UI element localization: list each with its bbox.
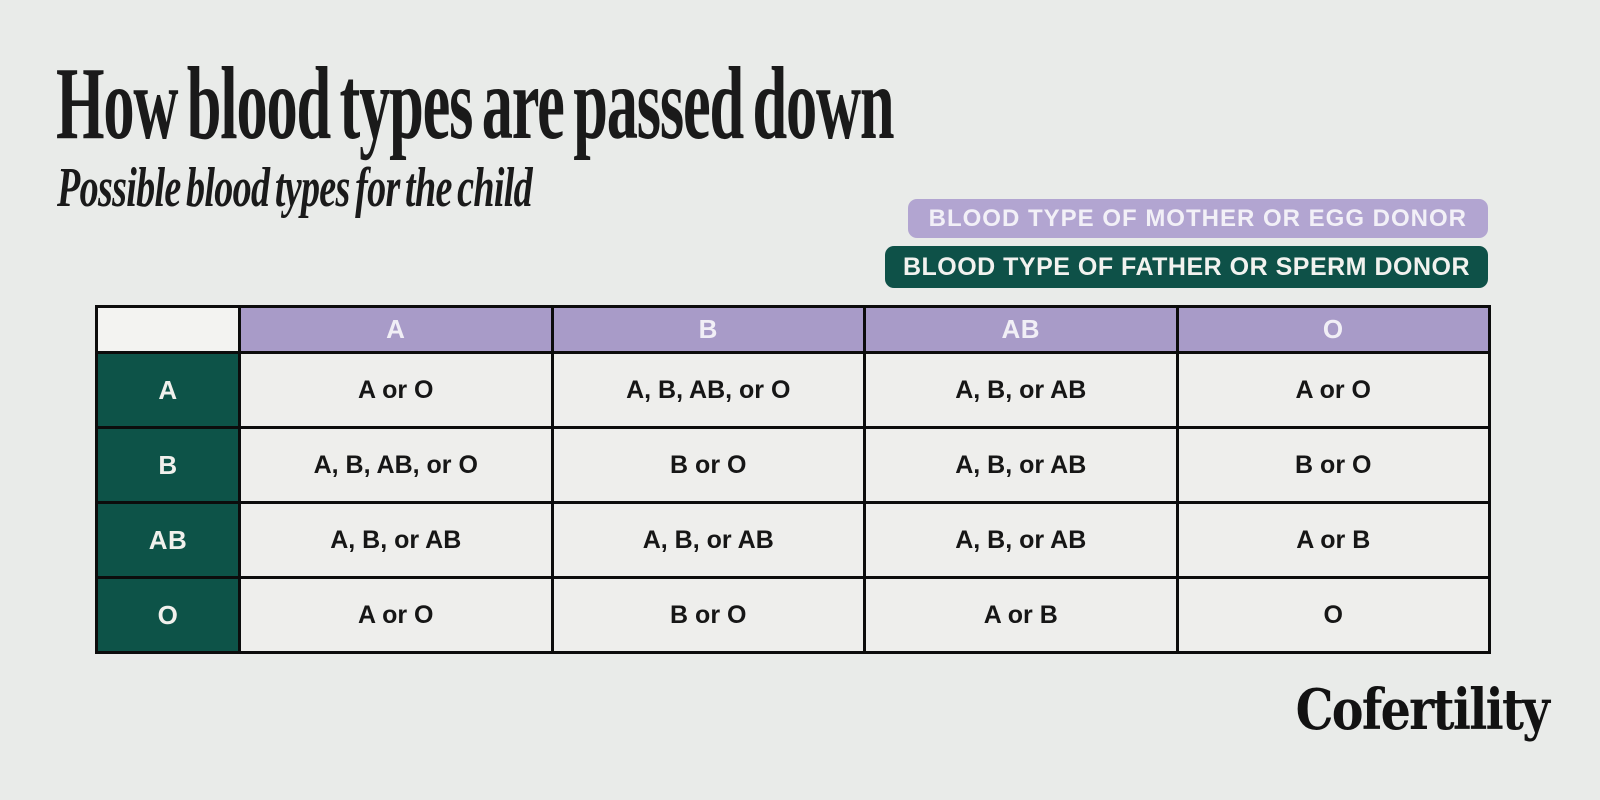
table-cell: A, B, or AB <box>863 501 1179 579</box>
table-cell: A, B, AB, or O <box>550 351 866 429</box>
column-header-ab: AB <box>863 305 1179 354</box>
column-header-row: A B AB O <box>95 305 1491 354</box>
table-cell: A, B, or AB <box>550 501 866 579</box>
table-cell: A or O <box>238 576 554 654</box>
column-header-b: B <box>550 305 866 354</box>
table-cell: A, B, or AB <box>863 426 1179 504</box>
legend-father-badge: BLOOD TYPE OF FATHER OR SPERM DONOR <box>884 246 1488 288</box>
blood-type-table: A B AB O A A or O A, B, AB, or O A, B, o… <box>95 305 1491 654</box>
table-cell: B or O <box>550 426 866 504</box>
corner-cell <box>95 305 241 354</box>
row-header-a: A <box>95 351 241 429</box>
row-header-o: O <box>95 576 241 654</box>
table-cell: B or O <box>550 576 866 654</box>
table-cell: A or B <box>863 576 1179 654</box>
table-row-o: O A or O B or O A or B O <box>95 576 1491 654</box>
legend-mother-badge: BLOOD TYPE OF MOTHER OR EGG DONOR <box>907 199 1488 238</box>
table-cell: A or O <box>238 351 554 429</box>
table-cell: A, B, or AB <box>863 351 1179 429</box>
table-cell: B or O <box>1175 426 1491 504</box>
column-header-o: O <box>1175 305 1491 354</box>
table-cell: A or O <box>1175 351 1491 429</box>
cofertility-logo: Cofertility <box>1295 677 1549 743</box>
row-header-ab: AB <box>95 501 241 579</box>
table-row-a: A A or O A, B, AB, or O A, B, or AB A or… <box>95 351 1491 429</box>
table-cell: A, B, AB, or O <box>238 426 554 504</box>
table-cell: A, B, or AB <box>238 501 554 579</box>
page-title: How blood types are passed down <box>56 46 895 161</box>
table-row-b: B A, B, AB, or O B or O A, B, or AB B or… <box>95 426 1491 504</box>
table-cell: O <box>1175 576 1491 654</box>
table-cell: A or B <box>1175 501 1491 579</box>
row-header-b: B <box>95 426 241 504</box>
column-header-a: A <box>238 305 554 354</box>
page-subtitle: Possible blood types for the child <box>57 157 533 219</box>
table-row-ab: AB A, B, or AB A, B, or AB A, B, or AB A… <box>95 501 1491 579</box>
